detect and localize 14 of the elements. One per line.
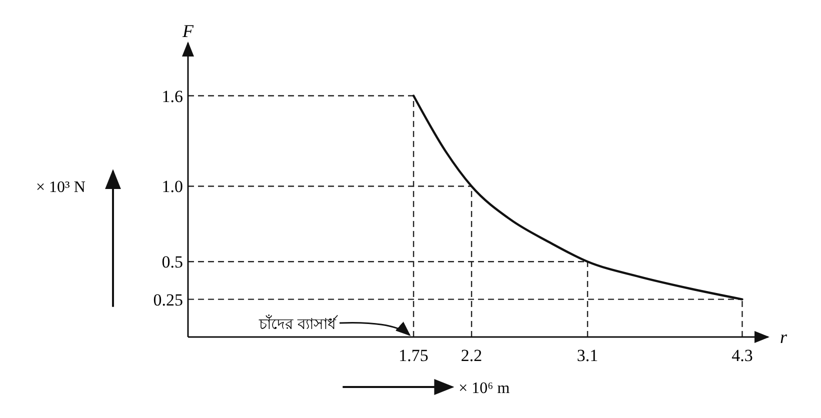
y-axis-title: F — [182, 21, 194, 41]
line-series — [412, 94, 744, 300]
y-tick-label: 0.5 — [162, 252, 183, 272]
x-axis-title: r — [780, 327, 788, 347]
x-tick-label: 3.1 — [576, 346, 598, 365]
y-tick-label: 1.0 — [162, 177, 183, 196]
x-tick-label: 4.3 — [732, 346, 753, 365]
y-tick-label: 0.25 — [153, 290, 183, 310]
y-tick-label: 1.6 — [162, 86, 183, 106]
x-tick-label: 2.2 — [460, 346, 482, 365]
annotation: চাঁদের ব্যাসার্ধ — [258, 315, 339, 333]
x-tick-label: 1.75 — [398, 346, 428, 365]
text: × 10⁶ m — [458, 380, 510, 397]
text: × 10³ N — [36, 179, 86, 196]
